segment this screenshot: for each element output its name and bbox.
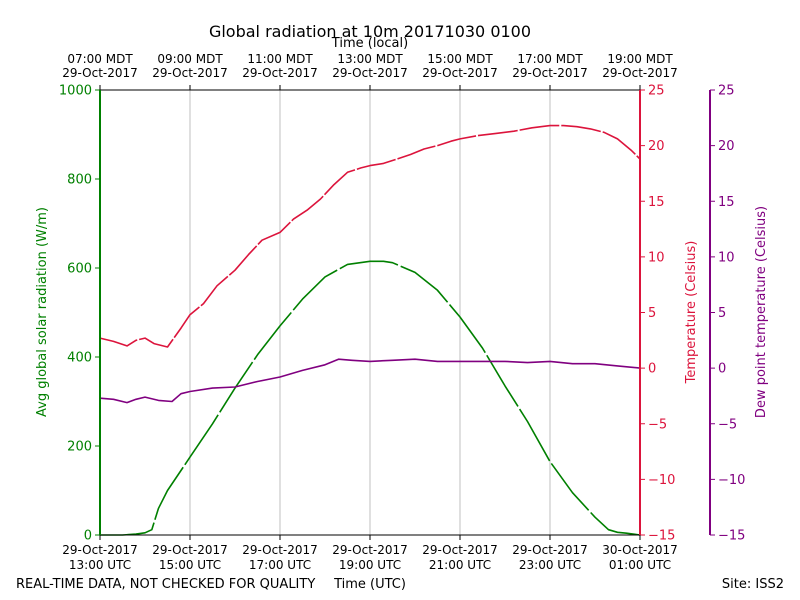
- top-axis-tick-date: 29-Oct-2017: [512, 66, 588, 80]
- bottom-axis-tick-date: 30-Oct-2017: [602, 543, 678, 557]
- top-axis-tick-date: 29-Oct-2017: [62, 66, 138, 80]
- left-axis-tick-label: 200: [67, 440, 92, 455]
- top-axis-tick-date: 29-Oct-2017: [332, 66, 408, 80]
- chart-title: Global radiation at 10m 20171030 0100: [209, 22, 531, 41]
- right-axis-tick-label: −15: [648, 529, 675, 544]
- top-axis-tick-time: 11:00 MDT: [247, 52, 313, 66]
- right2-axis-tick-label: −15: [718, 529, 745, 544]
- right-axis-tick-label: 5: [648, 306, 656, 321]
- top-axis-tick-time: 15:00 MDT: [427, 52, 493, 66]
- temperature-line: [99, 124, 641, 348]
- top-axis-label: Time (local): [331, 36, 408, 51]
- right2-axis-label: Dew point temperature (Celsius): [754, 206, 769, 418]
- bottom-axis-tick-date: 29-Oct-2017: [152, 543, 228, 557]
- right2-axis-tick-label: −10: [718, 473, 745, 488]
- right-axis-tick-label: −5: [648, 417, 667, 432]
- right-axis-tick-label: 20: [648, 139, 665, 154]
- top-axis-tick-date: 29-Oct-2017: [422, 66, 498, 80]
- right2-axis-tick-label: 0: [718, 362, 726, 377]
- top-axis-tick-time: 17:00 MDT: [517, 52, 583, 66]
- bottom-axis-tick-date: 29-Oct-2017: [62, 543, 138, 557]
- radiation-line: [100, 260, 641, 536]
- top-axis-tick-time: 07:00 MDT: [67, 52, 133, 66]
- axes-group: 0 200 400 600 800 1000 25 20 15 10 5 0 −5 −10 −15 25 20 1…: [59, 52, 746, 572]
- left-axis-tick-label: 0: [84, 529, 92, 544]
- footer-site-label: Site: ISS2: [722, 577, 784, 592]
- bottom-axis-tick-time: 13:00 UTC: [69, 558, 131, 572]
- right2-axis-tick-label: 10: [718, 250, 735, 265]
- grid-lines: [189, 90, 551, 535]
- bottom-axis-tick-time: 23:00 UTC: [519, 558, 581, 572]
- bottom-axis-tick-time: 21:00 UTC: [429, 558, 491, 572]
- top-axis-tick-date: 29-Oct-2017: [152, 66, 228, 80]
- right2-axis-tick-label: 25: [718, 84, 735, 99]
- left-axis-tick-label: 400: [67, 351, 92, 366]
- footer-quality-note: REAL-TIME DATA, NOT CHECKED FOR QUALITY: [16, 577, 315, 592]
- top-axis-tick-time: 13:00 MDT: [337, 52, 403, 66]
- bottom-axis-tick-time: 17:00 UTC: [249, 558, 311, 572]
- right-axis-tick-label: 0: [648, 362, 656, 377]
- right2-axis-tick-label: 15: [718, 195, 735, 210]
- bottom-axis-tick-date: 29-Oct-2017: [242, 543, 318, 557]
- top-axis-tick-time: 19:00 MDT: [607, 52, 673, 66]
- bottom-axis-tick-date: 29-Oct-2017: [422, 543, 498, 557]
- right-axis-tick-label: 25: [648, 84, 665, 99]
- right2-axis-tick-label: 5: [718, 306, 726, 321]
- right-axis-tick-label: −10: [648, 473, 675, 488]
- bottom-axis-tick-time: 19:00 UTC: [339, 558, 401, 572]
- dewpoint-line: [99, 358, 641, 404]
- series-group: [99, 124, 641, 536]
- right-axis-tick-label: 10: [648, 250, 665, 265]
- right2-axis-tick-label: −5: [718, 417, 737, 432]
- bottom-axis-tick-time: 15:00 UTC: [159, 558, 221, 572]
- top-axis-tick-time: 09:00 MDT: [157, 52, 223, 66]
- bottom-axis-label: Time (UTC): [333, 577, 406, 592]
- bottom-axis-tick-date: 29-Oct-2017: [512, 543, 588, 557]
- left-axis-tick-label: 600: [67, 262, 92, 277]
- left-axis-tick-label: 800: [67, 173, 92, 188]
- top-axis-tick-date: 29-Oct-2017: [602, 66, 678, 80]
- bottom-axis-tick-time: 01:00 UTC: [609, 558, 671, 572]
- left-axis-label: Avg global solar radiation (W/m): [35, 207, 50, 417]
- top-axis-tick-date: 29-Oct-2017: [242, 66, 318, 80]
- bottom-axis-tick-date: 29-Oct-2017: [332, 543, 408, 557]
- left-axis-tick-label: 1000: [59, 84, 92, 99]
- right2-axis-tick-label: 20: [718, 139, 735, 154]
- right-axis-tick-label: 15: [648, 195, 665, 210]
- right-axis-label: Temperature (Celsius): [684, 241, 699, 385]
